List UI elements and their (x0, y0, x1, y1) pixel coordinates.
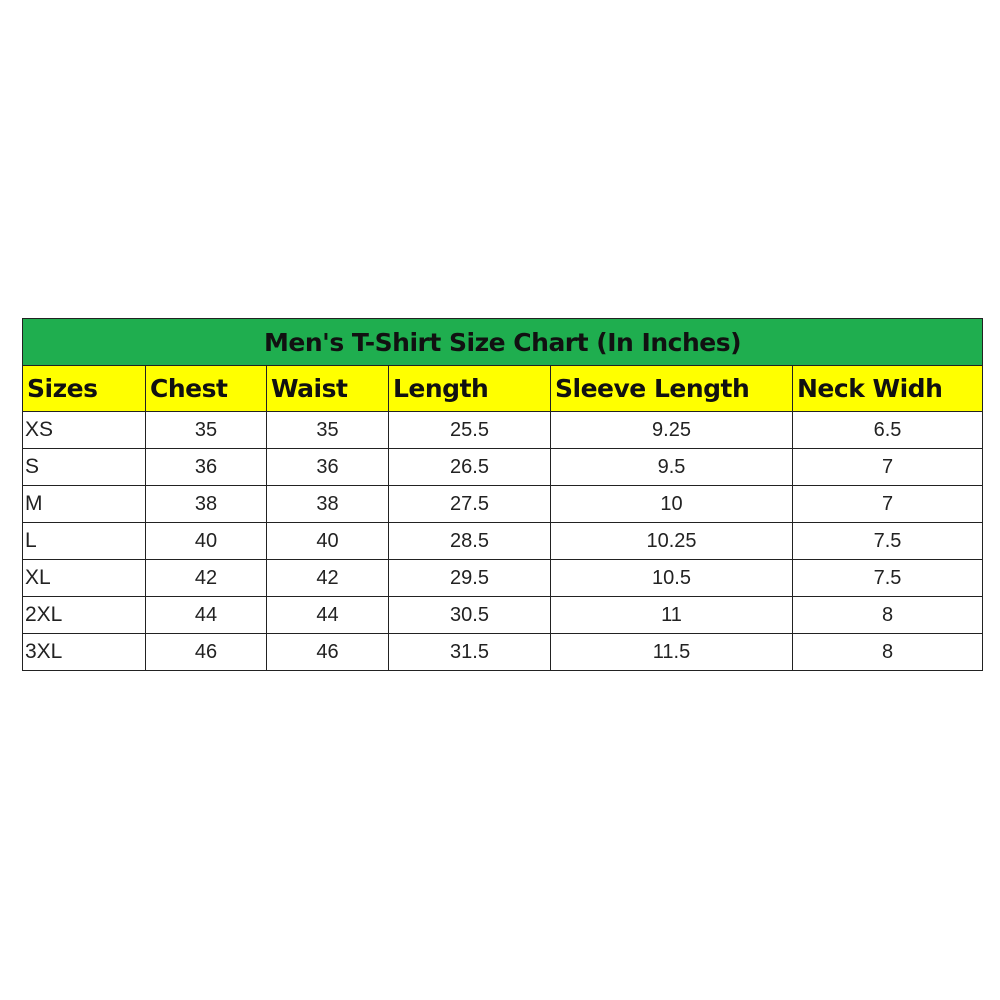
column-header: Chest (145, 365, 267, 412)
value-cell: 38 (266, 485, 389, 523)
size-cell: L (22, 522, 146, 560)
table-title: Men's T-Shirt Size Chart (In Inches) (21, 318, 984, 366)
value-cell: 46 (266, 633, 389, 671)
value-cell: 8 (791, 596, 984, 634)
column-header: Sleeve Length (550, 365, 793, 412)
table-row: XL 42 42 29.5 10.5 7.5 (22, 559, 984, 597)
value-cell: 7.5 (791, 559, 984, 597)
value-cell: 10.25 (550, 522, 793, 560)
value-cell: 31.5 (388, 633, 551, 671)
value-cell: 28.5 (388, 522, 551, 560)
value-cell: 6.5 (791, 411, 984, 449)
column-header: Neck Widh (791, 365, 984, 412)
value-cell: 7 (791, 485, 984, 523)
table-row: XS 35 35 25.5 9.25 6.5 (22, 411, 984, 449)
size-chart-table: Men's T-Shirt Size Chart (In Inches) Siz… (21, 318, 984, 671)
value-cell: 11 (550, 596, 793, 634)
value-cell: 29.5 (388, 559, 551, 597)
value-cell: 35 (145, 411, 267, 449)
table-row: L 40 40 28.5 10.25 7.5 (22, 522, 984, 560)
table-row: 2XL 44 44 30.5 11 8 (22, 596, 984, 634)
value-cell: 38 (145, 485, 267, 523)
value-cell: 10.5 (550, 559, 793, 597)
value-cell: 26.5 (388, 448, 551, 486)
header-row: Sizes Chest Waist Length Sleeve Length Neck W… (22, 365, 984, 412)
value-cell: 46 (145, 633, 267, 671)
value-cell: 9.5 (550, 448, 793, 486)
column-header: Sizes (22, 365, 146, 412)
table-row: 3XL 46 46 31.5 11.5 8 (22, 633, 984, 671)
value-cell: 40 (266, 522, 389, 560)
value-cell: 36 (266, 448, 389, 486)
size-cell: XS (22, 411, 146, 449)
size-cell: 2XL (22, 596, 146, 634)
value-cell: 42 (266, 559, 389, 597)
value-cell: 35 (266, 411, 389, 449)
value-cell: 7.5 (791, 522, 984, 560)
value-cell: 8 (791, 633, 984, 671)
value-cell: 40 (145, 522, 267, 560)
value-cell: 25.5 (388, 411, 551, 449)
value-cell: 10 (550, 485, 793, 523)
column-header: Waist (266, 365, 389, 412)
size-cell: 3XL (22, 633, 146, 671)
size-cell: S (22, 448, 146, 486)
value-cell: 9.25 (550, 411, 793, 449)
value-cell: 7 (791, 448, 984, 486)
table-row: S 36 36 26.5 9.5 7 (22, 448, 984, 486)
size-cell: M (22, 485, 146, 523)
value-cell: 36 (145, 448, 267, 486)
table-row: M 38 38 27.5 10 7 (22, 485, 984, 523)
value-cell: 30.5 (388, 596, 551, 634)
column-header: Length (388, 365, 551, 412)
value-cell: 11.5 (550, 633, 793, 671)
value-cell: 44 (266, 596, 389, 634)
value-cell: 42 (145, 559, 267, 597)
value-cell: 27.5 (388, 485, 551, 523)
size-cell: XL (22, 559, 146, 597)
value-cell: 44 (145, 596, 267, 634)
